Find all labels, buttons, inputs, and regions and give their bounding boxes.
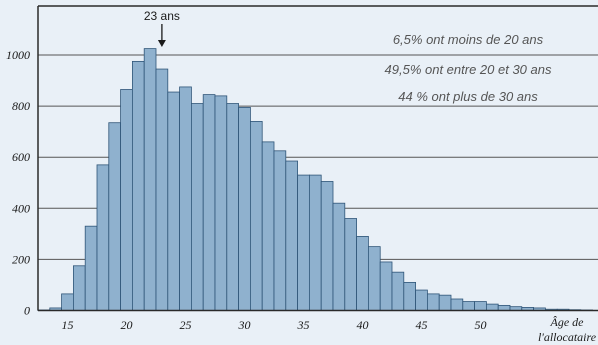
bar-age-44 bbox=[403, 281, 416, 311]
y-tick-label-200: 200 bbox=[12, 252, 30, 266]
bar-age-51 bbox=[485, 303, 499, 311]
bar-age-39 bbox=[344, 218, 357, 311]
bar-age-19 bbox=[108, 122, 122, 311]
axes bbox=[37, 5, 598, 312]
bar-age-48 bbox=[450, 298, 464, 311]
bar-age-33 bbox=[273, 150, 287, 311]
bar-age-18 bbox=[96, 164, 110, 311]
stat-under-20: 6,5% ont moins de 20 ans bbox=[393, 32, 544, 47]
bar-age-16 bbox=[73, 265, 86, 311]
bar-age-28 bbox=[214, 95, 228, 311]
y-tick-labels: 0 200 400 600 800 1000 bbox=[6, 48, 30, 318]
bar-age-42 bbox=[379, 261, 393, 311]
bar-age-30 bbox=[238, 106, 251, 311]
annotations: 23 ans 6,5% ont moins de 20 ans 49,5% on… bbox=[144, 9, 597, 344]
bar-age-46 bbox=[426, 293, 440, 311]
bar-age-37 bbox=[320, 181, 334, 311]
bar-age-21 bbox=[131, 60, 145, 311]
bar-age-17 bbox=[84, 225, 98, 311]
x-tick-label-20: 20 bbox=[121, 318, 133, 332]
stat-over-30: 44 % ont plus de 30 ans bbox=[398, 89, 538, 104]
bar-age-36 bbox=[308, 174, 322, 311]
x-tick-label-50: 50 bbox=[475, 318, 487, 332]
bar-age-45 bbox=[415, 289, 428, 311]
bar-age-31 bbox=[249, 121, 263, 311]
bar-age-34 bbox=[285, 160, 298, 311]
bars bbox=[37, 48, 593, 311]
bar-age-41 bbox=[367, 246, 381, 311]
x-axis-label-line-2: l'allocataire bbox=[538, 330, 597, 344]
bar-age-27 bbox=[202, 94, 216, 311]
bar-age-15 bbox=[61, 293, 74, 311]
y-tick-label-400: 400 bbox=[12, 201, 30, 215]
bar-age-32 bbox=[261, 141, 275, 311]
bar-age-23 bbox=[155, 68, 169, 311]
bar-age-22 bbox=[143, 48, 157, 311]
x-tick-label-30: 30 bbox=[238, 318, 251, 332]
bar-age-20 bbox=[120, 89, 133, 311]
bar-age-35 bbox=[297, 174, 310, 311]
bar-age-29 bbox=[226, 103, 240, 311]
bar-age-52 bbox=[497, 304, 511, 311]
bar-age-40 bbox=[356, 236, 369, 311]
x-tick-label-35: 35 bbox=[297, 318, 310, 332]
x-tick-labels: 15 20 25 30 35 40 45 50 bbox=[62, 318, 487, 332]
y-tick-label-800: 800 bbox=[12, 99, 30, 113]
peak-label: 23 ans bbox=[144, 9, 180, 23]
y-tick-label-1000: 1000 bbox=[6, 48, 30, 62]
x-tick-label-15: 15 bbox=[62, 318, 74, 332]
bar-age-24 bbox=[167, 91, 181, 311]
y-tick-label-0: 0 bbox=[24, 304, 30, 318]
bar-age-26 bbox=[190, 103, 204, 311]
x-tick-label-25: 25 bbox=[180, 318, 192, 332]
x-tick-label-45: 45 bbox=[416, 318, 428, 332]
x-axis-label-line-1: Âge de bbox=[550, 315, 585, 329]
x-tick-label-40: 40 bbox=[357, 318, 369, 332]
bar-age-47 bbox=[438, 294, 452, 311]
stat-20-to-30: 49,5% ont entre 20 et 30 ans bbox=[385, 62, 552, 77]
bar-age-50 bbox=[474, 301, 487, 311]
peak-arrow-head bbox=[157, 40, 166, 47]
bar-age-43 bbox=[391, 271, 405, 311]
bar-age-38 bbox=[332, 202, 346, 311]
bar-age-25 bbox=[179, 86, 192, 311]
y-tick-label-600: 600 bbox=[12, 150, 30, 164]
bar-age-49 bbox=[462, 301, 475, 311]
